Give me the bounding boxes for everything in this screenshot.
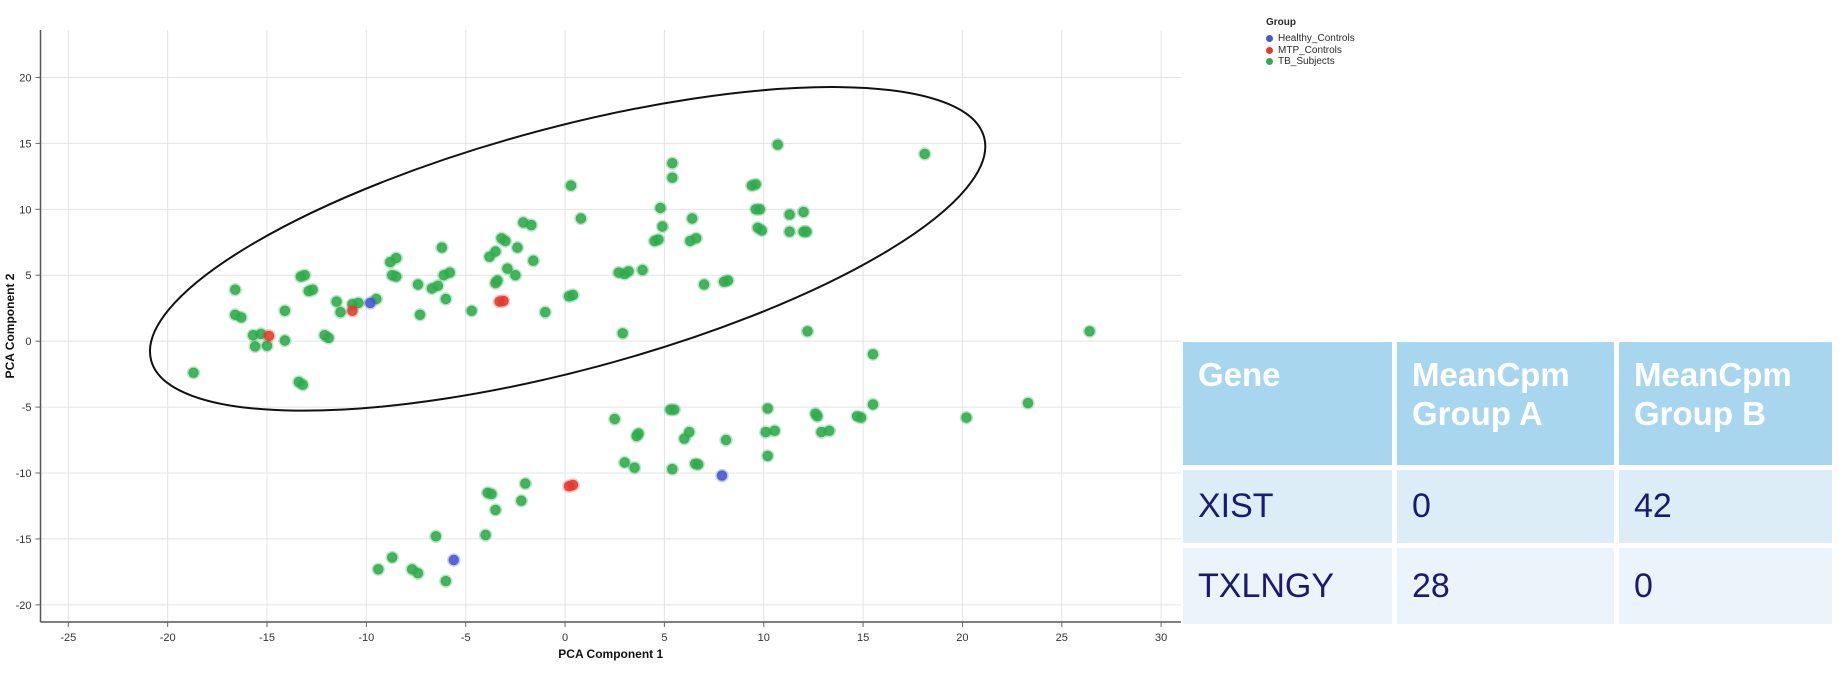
svg-text:20: 20 [19, 72, 31, 84]
grid-layer [40, 30, 1181, 622]
legend-dot-blue-icon [1266, 35, 1273, 43]
y-axis-title: PCA Component 2 [3, 273, 17, 378]
svg-text:-5: -5 [461, 632, 471, 644]
chart-legend: Group Healthy_Controls MTP_Controls TB_S… [1266, 17, 1355, 68]
legend-dot-red-icon [1266, 46, 1273, 54]
legend-label: Healthy_Controls [1278, 33, 1355, 45]
svg-text:-10: -10 [16, 468, 32, 480]
svg-text:5: 5 [661, 632, 667, 644]
table-header-meancpm-group-a: MeanCpm Group A [1397, 342, 1614, 465]
legend-item-healthy-controls: Healthy_Controls [1266, 33, 1355, 45]
table-cell-txlngy-group-b: 0 [1619, 548, 1832, 624]
svg-text:-20: -20 [160, 632, 176, 644]
axis-ticks-and-labels: -25 -20 -15 -10 -5 0 5 10 15 20 25 30 20 15 10 5 0 -5 -10 -… [16, 72, 1168, 644]
svg-text:25: 25 [1056, 632, 1068, 644]
axis-spines [39, 30, 1181, 623]
table-cell-gene-txlngy: TXLNGY [1183, 548, 1392, 624]
legend-dot-green-icon [1266, 58, 1273, 66]
svg-text:-10: -10 [358, 632, 374, 644]
svg-text:0: 0 [25, 336, 31, 348]
scatter-points [186, 138, 1097, 588]
svg-text:10: 10 [19, 204, 31, 216]
svg-text:15: 15 [857, 632, 869, 644]
svg-text:20: 20 [956, 632, 968, 644]
gene-meancpm-table: Gene MeanCpm Group A MeanCpm Group B XIS… [1183, 342, 1832, 624]
table-cell-gene-xist: XIST [1183, 470, 1392, 543]
legend-label: TB_Subjects [1278, 56, 1335, 68]
table-cell-txlngy-group-a: 28 [1397, 548, 1614, 624]
table-header-meancpm-group-b: MeanCpm Group B [1619, 342, 1832, 465]
svg-text:0: 0 [562, 632, 568, 644]
svg-text:-5: -5 [22, 402, 32, 414]
legend-item-tb-subjects: TB_Subjects [1266, 56, 1355, 68]
table-cell-xist-group-a: 0 [1397, 470, 1614, 543]
table-cell-xist-group-b: 42 [1619, 470, 1832, 543]
cluster-ellipse-annotation [148, 86, 987, 412]
table-header-gene: Gene [1183, 342, 1392, 465]
legend-title: Group [1266, 17, 1296, 28]
svg-text:-25: -25 [60, 632, 76, 644]
svg-text:30: 30 [1155, 632, 1167, 644]
svg-text:-15: -15 [259, 632, 275, 644]
svg-text:-15: -15 [16, 534, 32, 546]
legend-item-mtp-controls: MTP_Controls [1266, 45, 1355, 57]
svg-text:15: 15 [19, 138, 31, 150]
svg-text:-20: -20 [16, 600, 32, 612]
svg-text:10: 10 [758, 632, 770, 644]
x-axis-title: PCA Component 1 [558, 647, 663, 661]
svg-text:5: 5 [25, 270, 31, 282]
legend-label: MTP_Controls [1278, 44, 1342, 56]
